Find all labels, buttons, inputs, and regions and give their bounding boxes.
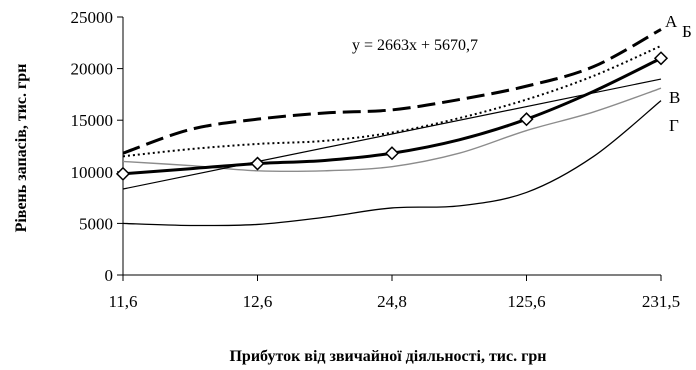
y-axis-label: Рівень запасів, тис. грн (13, 64, 30, 233)
y-tick-label: 20000 (71, 60, 114, 79)
markers (115, 51, 669, 181)
x-tick-label: 125,6 (507, 292, 545, 311)
series-label-А: А (665, 12, 678, 31)
y-tick-label: 15000 (71, 111, 114, 130)
diamond-marker (115, 166, 131, 181)
y-tick-label: 5000 (79, 214, 113, 233)
trendline (122, 78, 662, 190)
series-line-Г (122, 100, 662, 227)
series-line-А (122, 28, 662, 155)
series-label-В: В (669, 88, 680, 107)
y-tick-label: 25000 (71, 8, 114, 27)
x-tick-label: 11,6 (108, 292, 137, 311)
series-label-Г: Г (669, 116, 679, 135)
y-tick-label: 10000 (71, 163, 114, 182)
series-labels: АБ ВГ (665, 12, 692, 135)
y-tick-label: 0 (105, 266, 114, 285)
diamond-marker (653, 51, 669, 66)
x-tick-label: 24,8 (377, 292, 407, 311)
series-label-Б: Б (682, 22, 692, 41)
series-lines (122, 28, 662, 227)
diamond-marker (250, 156, 265, 171)
x-ticks: 11,6 12,6 24,8 125,6 231,5 (108, 275, 680, 311)
trendline-equation: y = 2663x + 5670,7 (352, 37, 478, 54)
x-tick-label: 231,5 (642, 292, 680, 311)
x-tick-label: 12,6 (243, 292, 273, 311)
axes (122, 17, 661, 276)
series-line-Б (122, 44, 662, 158)
diamond-marker (519, 112, 534, 127)
diamond-marker (384, 146, 400, 161)
y-ticks: 0 5000 10000 15000 20000 25000 (71, 8, 123, 285)
x-axis-label: Прибуток від звичайної діяльності, тис. … (229, 348, 546, 365)
